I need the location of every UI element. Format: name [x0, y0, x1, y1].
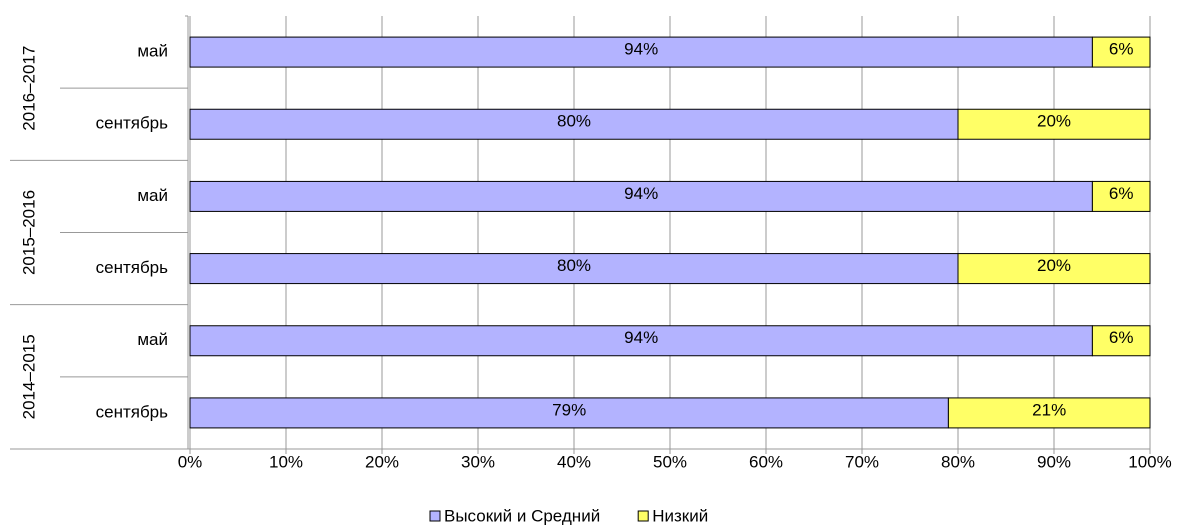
- x-tick-label: 70%: [845, 452, 879, 471]
- bar-segment: [957, 253, 1151, 285]
- group-label: 2014–2015: [19, 334, 38, 419]
- x-tick-label: 100%: [1128, 452, 1171, 471]
- value-label: 94%: [624, 328, 658, 347]
- value-label: 20%: [1037, 112, 1071, 131]
- y-tick-label: сентябрь: [96, 402, 169, 421]
- bar-segment: [189, 325, 1093, 357]
- bar-segment: [947, 397, 1151, 429]
- legend-swatch: [429, 510, 441, 522]
- group-label: 2016–2017: [19, 46, 38, 131]
- x-tick-label: 20%: [365, 452, 399, 471]
- legend-swatch: [637, 510, 649, 522]
- value-label: 94%: [624, 184, 658, 203]
- value-label: 21%: [1032, 400, 1066, 419]
- value-label: 6%: [1109, 40, 1134, 59]
- bar-segment: [189, 180, 1093, 212]
- y-tick-label: сентябрь: [96, 114, 169, 133]
- bar-segment: [1091, 180, 1151, 212]
- x-tick-label: 50%: [653, 452, 687, 471]
- legend-label: Высокий и Средний: [444, 506, 600, 525]
- bar-segment: [1091, 325, 1151, 357]
- value-label: 80%: [557, 112, 591, 131]
- value-label: 6%: [1109, 184, 1134, 203]
- value-label: 79%: [552, 400, 586, 419]
- bar-segment: [189, 397, 949, 429]
- bar-segment: [189, 108, 959, 140]
- bar-segment: [957, 108, 1151, 140]
- legend-label: Низкий: [652, 506, 708, 525]
- value-label: 80%: [557, 256, 591, 275]
- bar-segment: [189, 253, 959, 285]
- bar-segment: [1091, 36, 1151, 68]
- x-tick-label: 60%: [749, 452, 783, 471]
- value-label: 20%: [1037, 256, 1071, 275]
- value-label: 6%: [1109, 328, 1134, 347]
- value-label: 94%: [624, 40, 658, 59]
- y-tick-label: май: [137, 42, 168, 61]
- group-label: 2015–2016: [19, 190, 38, 275]
- y-tick-label: май: [137, 186, 168, 205]
- bar-segment: [189, 36, 1093, 68]
- x-tick-label: 10%: [269, 452, 303, 471]
- x-tick-label: 80%: [941, 452, 975, 471]
- x-tick-label: 40%: [557, 452, 591, 471]
- x-tick-label: 90%: [1037, 452, 1071, 471]
- x-tick-label: 0%: [178, 452, 203, 471]
- y-tick-label: май: [137, 330, 168, 349]
- y-tick-label: сентябрь: [96, 258, 169, 277]
- x-tick-label: 30%: [461, 452, 495, 471]
